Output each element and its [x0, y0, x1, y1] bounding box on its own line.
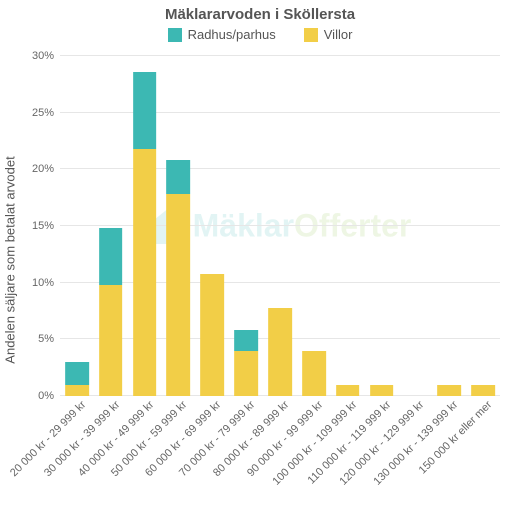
bar-slot: 60 000 kr - 69 999 kr	[195, 56, 229, 396]
bar-segment-villor	[99, 285, 123, 396]
bar-segment-villor	[65, 385, 89, 396]
bar-stack	[133, 72, 157, 396]
plot-area: MäklarOfferter 0%5%10%15%20%25%30% 20 00…	[60, 56, 500, 396]
ytick-label: 30%	[32, 50, 60, 62]
bar-stack	[370, 385, 394, 396]
bar-slot: 50 000 kr - 59 999 kr	[162, 56, 196, 396]
bar-slot: 70 000 kr - 79 999 kr	[229, 56, 263, 396]
bar-segment-villor	[336, 385, 360, 396]
legend-item-villor: Villor	[304, 27, 353, 42]
legend-item-radhus: Radhus/parhus	[168, 27, 276, 42]
ytick-label: 20%	[32, 163, 60, 175]
bar-slot: 130 000 kr - 139 999 kr	[432, 56, 466, 396]
bar-stack	[234, 330, 258, 396]
chart-title: Mäklararvoden i Sköllersta	[0, 0, 520, 23]
bar-stack	[167, 160, 191, 396]
bar-segment-villor	[302, 351, 326, 396]
bar-stack	[99, 228, 123, 396]
bar-segment-villor	[200, 274, 224, 396]
legend: Radhus/parhus Villor	[0, 27, 520, 42]
ytick-label: 0%	[38, 390, 60, 402]
ytick-label: 15%	[32, 220, 60, 232]
bar-segment-villor	[133, 149, 157, 396]
bar-stack	[200, 274, 224, 396]
bar-segment-radhus	[99, 228, 123, 285]
bar-stack	[65, 362, 89, 396]
bar-slot: 100 000 kr - 109 999 kr	[331, 56, 365, 396]
bars: 20 000 kr - 29 999 kr30 000 kr - 39 999 …	[60, 56, 500, 396]
bar-segment-villor	[234, 351, 258, 396]
ytick-label: 10%	[32, 277, 60, 289]
bar-segment-radhus	[133, 72, 157, 149]
bar-segment-villor	[167, 194, 191, 396]
bar-stack	[302, 351, 326, 396]
bar-segment-radhus	[167, 160, 191, 194]
bar-stack	[268, 308, 292, 396]
bar-stack	[336, 385, 360, 396]
legend-swatch	[168, 28, 182, 42]
bar-slot: 80 000 kr - 89 999 kr	[263, 56, 297, 396]
ytick-label: 25%	[32, 107, 60, 119]
bar-segment-villor	[471, 385, 495, 396]
chart-container: Mäklararvoden i Sköllersta Radhus/parhus…	[0, 0, 520, 520]
bar-slot: 150 000 kr eller mer	[466, 56, 500, 396]
bar-segment-radhus	[65, 362, 89, 385]
bar-slot: 20 000 kr - 29 999 kr	[60, 56, 94, 396]
ytick-label: 5%	[38, 333, 60, 345]
bar-segment-villor	[370, 385, 394, 396]
bar-segment-villor	[437, 385, 461, 396]
bar-segment-radhus	[234, 330, 258, 350]
legend-swatch	[304, 28, 318, 42]
bar-stack	[437, 385, 461, 396]
bar-slot: 30 000 kr - 39 999 kr	[94, 56, 128, 396]
legend-label: Radhus/parhus	[188, 27, 276, 42]
y-axis-label: Andelen säljare som betalat arvodet	[3, 156, 18, 363]
bar-slot: 90 000 kr - 99 999 kr	[297, 56, 331, 396]
bar-slot: 40 000 kr - 49 999 kr	[128, 56, 162, 396]
bar-slot: 120 000 kr - 129 999 kr	[398, 56, 432, 396]
legend-label: Villor	[324, 27, 353, 42]
bar-segment-villor	[268, 308, 292, 396]
bar-slot: 110 000 kr - 119 999 kr	[365, 56, 399, 396]
bar-stack	[471, 385, 495, 396]
